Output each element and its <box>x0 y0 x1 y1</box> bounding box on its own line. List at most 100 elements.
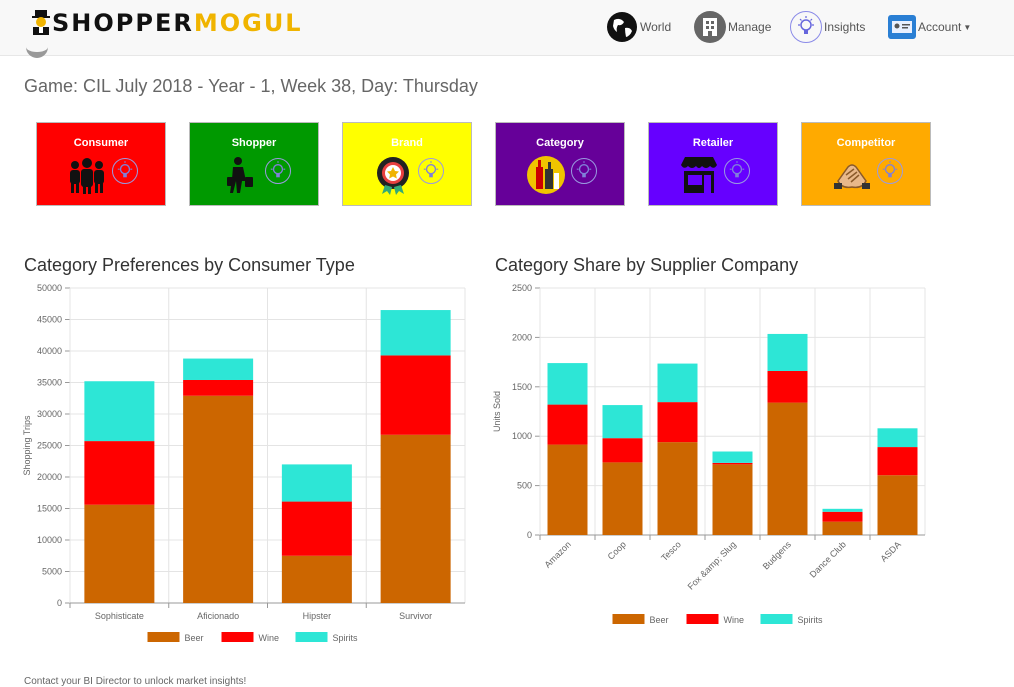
bar-wine <box>281 501 352 556</box>
id-card-icon <box>888 15 916 39</box>
bar-beer <box>547 444 588 535</box>
footer-message: Contact your BI Director to unlock marke… <box>24 676 247 687</box>
nav-insights[interactable]: Insights <box>790 10 865 44</box>
nav-world[interactable]: World <box>606 10 671 44</box>
y-tick-label: 5000 <box>42 567 62 577</box>
lightbulb-icon <box>112 158 138 184</box>
y-tick-label: 2500 <box>512 283 532 293</box>
x-tick-label: Dance Club <box>808 539 848 579</box>
y-tick-label: 1000 <box>512 431 532 441</box>
legend-label: Beer <box>650 615 669 625</box>
legend-label: Beer <box>185 633 204 643</box>
legend-label: Wine <box>724 615 745 625</box>
storefront-icon <box>679 155 719 200</box>
legend-swatch-spirits <box>295 632 328 642</box>
bar-wine <box>767 370 808 403</box>
y-axis-label: Shopping Trips <box>22 415 32 476</box>
x-tick-label: Hipster <box>303 611 332 621</box>
bar-spirits <box>547 363 588 405</box>
bar-wine <box>822 511 863 522</box>
nav-manage[interactable]: Manage <box>694 10 771 44</box>
legend: Beer Wine Spirits <box>612 614 824 625</box>
x-tick-label: ASDA <box>879 539 903 563</box>
bar-wine <box>547 404 588 445</box>
bar-spirits <box>84 381 155 442</box>
x-tick-label: Amazon <box>542 539 572 569</box>
tile-category[interactable]: Category <box>495 122 625 206</box>
bar-wine <box>712 462 753 465</box>
bottles-icon <box>526 155 566 200</box>
bar-beer <box>657 442 698 535</box>
lightbulb-icon <box>790 11 822 43</box>
tile-brand[interactable]: Brand <box>342 122 472 206</box>
nav-account[interactable]: Account ▼ <box>888 10 971 44</box>
tile-retailer[interactable]: Retailer <box>648 122 778 206</box>
app-logo[interactable]: SHOPPERMOGUL <box>30 8 303 38</box>
bar-beer <box>767 402 808 535</box>
tile-label: Retailer <box>692 137 734 149</box>
nav-insights-label: Insights <box>824 20 866 34</box>
lightbulb-icon <box>724 158 750 184</box>
game-status: Game: CIL July 2018 - Year - 1, Week 38,… <box>24 76 478 96</box>
rosette-icon <box>373 155 413 200</box>
nav-account-label: Account <box>918 20 962 34</box>
bar-beer <box>380 434 451 603</box>
bar-spirits <box>602 405 643 439</box>
navbar: SHOPPERMOGUL World Manage Insights Accou… <box>0 0 1014 56</box>
y-tick-label: 25000 <box>37 441 62 451</box>
bar-beer <box>877 475 918 535</box>
bar-spirits <box>877 428 918 448</box>
bar-wine <box>877 447 918 476</box>
bar-wine <box>183 379 254 396</box>
legend-label: Wine <box>259 633 280 643</box>
nav-manage-label: Manage <box>728 20 772 34</box>
bar-beer <box>183 395 254 603</box>
x-tick-label: Fox &amp; Slug <box>686 539 738 591</box>
bar-wine <box>602 438 643 463</box>
bar-beer <box>281 555 352 603</box>
handshake-icon <box>832 155 872 200</box>
consumer-preferences-chart: 0 5000 10000 15000 20000 25000 30000 35000 40000… <box>22 283 466 643</box>
lightbulb-icon <box>571 158 597 184</box>
lightbulb-icon <box>877 158 903 184</box>
x-tick-label: Budgens <box>761 539 794 572</box>
caret-down-icon: ▼ <box>963 22 972 32</box>
y-tick-label: 40000 <box>37 346 62 356</box>
bar-spirits <box>183 358 254 380</box>
legend-swatch-wine <box>686 614 719 624</box>
bar-spirits <box>657 363 698 403</box>
bar-spirits <box>822 508 863 512</box>
bar-spirits <box>380 310 451 356</box>
supplier-share-chart: 0 500 1000 1500 2000 2500 Units Sold Amazon Coop… <box>492 283 926 625</box>
bar-spirits <box>281 464 352 502</box>
x-tick-label: Coop <box>606 539 628 561</box>
chart1-title: Category Preferences by Consumer Type <box>24 255 355 275</box>
bar-beer <box>602 462 643 535</box>
bar-beer <box>84 504 155 603</box>
x-tick-label: Aficionado <box>197 611 239 621</box>
y-tick-label: 15000 <box>37 504 62 514</box>
legend-swatch-beer <box>612 614 645 624</box>
y-tick-label: 500 <box>517 481 532 491</box>
bar-wine <box>380 355 451 435</box>
y-tick-label: 0 <box>57 598 62 608</box>
bar-wine <box>84 441 155 505</box>
y-tick-label: 35000 <box>37 378 62 388</box>
shopper-icon <box>220 155 260 200</box>
logo-part2: MOGUL <box>193 9 303 37</box>
logo-decoration <box>26 36 48 58</box>
tile-consumer[interactable]: Consumer <box>36 122 166 206</box>
lightbulb-icon <box>418 158 444 184</box>
app-title: SHOPPERMOGUL <box>52 9 303 37</box>
y-tick-label: 0 <box>527 530 532 540</box>
tile-competitor[interactable]: Competitor <box>801 122 931 206</box>
tile-shopper[interactable]: Shopper <box>189 122 319 206</box>
y-axis-label: Units Sold <box>492 391 502 432</box>
legend-label: Spirits <box>798 615 824 625</box>
bar-beer <box>822 521 863 535</box>
nav-world-label: World <box>640 20 672 34</box>
legend: Beer Wine Spirits <box>147 632 358 643</box>
tile-label: Shopper <box>231 137 277 149</box>
lightbulb-icon <box>265 158 291 184</box>
x-tick-label: Sophisticate <box>95 611 144 621</box>
